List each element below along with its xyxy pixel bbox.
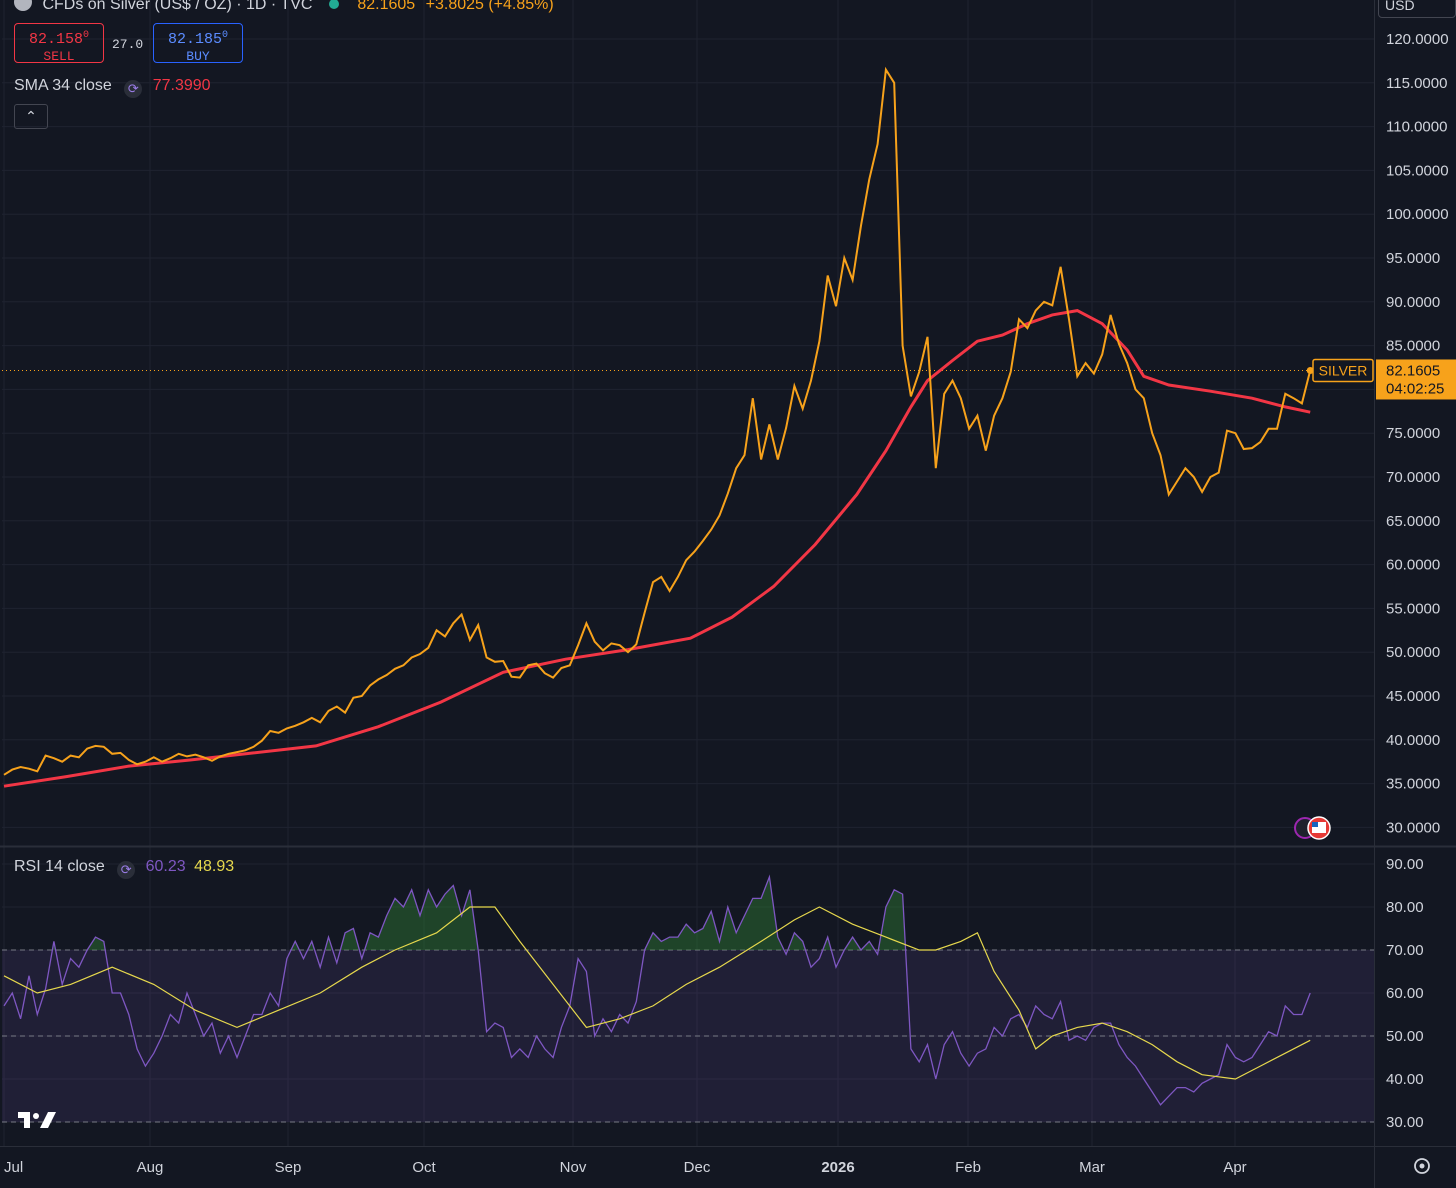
price-tick-label: 45.0000 — [1386, 688, 1440, 705]
series-name-tag — [1312, 358, 1374, 383]
sell-price-sup: 0 — [83, 30, 90, 41]
last-price-tag-value: 82.1605 — [1386, 362, 1440, 379]
spread-value: 27.0 — [112, 37, 144, 52]
buy-price-sup: 0 — [222, 30, 229, 41]
countdown-label: 04:02:25 — [1386, 380, 1444, 397]
sell-price: 82.158 — [28, 31, 83, 48]
time-tick-label: Oct — [412, 1159, 436, 1176]
series-name-label: SILVER — [1319, 362, 1368, 378]
rsi-value: 60.23 — [145, 858, 186, 875]
price-tick-label: 90.0000 — [1386, 294, 1440, 311]
settings-gear-icon — [1414, 1158, 1430, 1174]
rsi-ma-value: 48.93 — [194, 858, 235, 875]
price-tick-label: 40.0000 — [1386, 732, 1440, 749]
collapse-legend-button[interactable]: ⌃ — [14, 104, 48, 129]
rsi-tick-label: 50.00 — [1386, 1028, 1424, 1045]
price-tick-label: 70.0000 — [1386, 469, 1440, 486]
sma-value: 77.3990 — [152, 77, 211, 94]
rsi-settings-icon[interactable]: ⟳ — [117, 861, 136, 879]
tradingview-logo-dot-icon — [33, 1113, 39, 1119]
price-tick-label: 50.0000 — [1386, 644, 1440, 661]
rsi-tick-label: 30.00 — [1386, 1114, 1424, 1131]
rsi-legend[interactable]: RSI 14 close ⟳ 60.23 48.93 — [14, 858, 234, 879]
price-tick-label: 110.0000 — [1386, 119, 1447, 136]
currency-label: USD — [1385, 0, 1415, 13]
price-tick-label: 115.0000 — [1386, 75, 1447, 92]
us-flag-canton-icon — [1312, 822, 1318, 827]
price-tick-label: 35.0000 — [1386, 776, 1440, 793]
buy-label: BUY — [186, 49, 210, 64]
price-tick-label: 95.0000 — [1386, 250, 1440, 267]
price-tick-label: 85.0000 — [1386, 338, 1440, 355]
time-tick-label: Sep — [275, 1159, 302, 1176]
buy-price-value: 82.1850 — [154, 27, 242, 48]
rsi-tick-label: 90.00 — [1386, 856, 1424, 873]
rsi-tick-label: 40.00 — [1386, 1071, 1424, 1088]
sell-label: SELL — [43, 49, 75, 64]
symbol-logo-icon — [14, 0, 32, 11]
price-tick-label: 75.0000 — [1386, 425, 1440, 442]
buy-button[interactable]: 82.1850 BUY — [153, 23, 243, 64]
last-price-dot — [1306, 366, 1314, 374]
rsi-tick-label: 80.00 — [1386, 899, 1424, 916]
rsi-tick-label: 60.00 — [1386, 985, 1424, 1002]
sma-settings-icon[interactable]: ⟳ — [124, 80, 143, 98]
rsi-tick-label: 70.00 — [1386, 942, 1424, 959]
symbol-legend: CFDs on Silver (US$ / OZ) · 1D · TVC 82.… — [14, 0, 554, 14]
price-tick-label: 60.0000 — [1386, 557, 1440, 574]
tradingview-logo-slash-icon — [40, 1112, 56, 1128]
symbol-title: CFDs on Silver (US$ / OZ) · 1D · TVC — [42, 0, 313, 13]
time-tick-label: Jul — [4, 1159, 23, 1176]
price-tick-label: 55.0000 — [1386, 600, 1440, 617]
price-tick-label: 105.0000 — [1386, 162, 1449, 179]
price-line — [3, 66, 1312, 776]
tradingview-logo-icon — [18, 1112, 30, 1128]
last-price-tag — [1376, 359, 1456, 400]
chevron-up-icon: ⌃ — [25, 108, 37, 124]
rsi-title: RSI 14 close — [14, 858, 105, 875]
market-status-icon — [328, 0, 339, 9]
sma-title: SMA 34 close — [14, 77, 112, 94]
price-tick-label: 30.0000 — [1386, 819, 1440, 836]
price-tick-label: 100.0000 — [1386, 206, 1449, 223]
time-tick-label: Mar — [1079, 1159, 1105, 1176]
time-tick-label: Apr — [1223, 1159, 1246, 1176]
time-tick-label: Dec — [684, 1159, 711, 1176]
price-tick-label: 65.0000 — [1386, 513, 1440, 530]
currency-button[interactable]: USD — [1378, 0, 1456, 18]
rsi-line — [3, 874, 1311, 1106]
time-tick-label: Aug — [137, 1159, 164, 1176]
sell-price-value: 82.1580 — [15, 27, 103, 48]
time-tick-label: Feb — [955, 1159, 981, 1176]
settings-gear-center-icon — [1419, 1163, 1425, 1169]
time-tick-label: Nov — [560, 1159, 587, 1176]
sell-button[interactable]: 82.1580 SELL — [14, 23, 104, 64]
buy-price: 82.185 — [167, 31, 222, 48]
price-change: +3.8025 (+4.85%) — [425, 0, 554, 13]
sma-line — [3, 309, 1311, 788]
time-tick-label: 2026 — [821, 1159, 854, 1176]
price-tick-label: 120.0000 — [1386, 31, 1449, 48]
last-price: 82.1605 — [357, 0, 416, 13]
us-flag-stripes-icon — [1312, 822, 1326, 833]
sma-legend[interactable]: SMA 34 close ⟳ 77.3990 — [14, 77, 211, 98]
rsi-ma-line — [3, 906, 1311, 1080]
